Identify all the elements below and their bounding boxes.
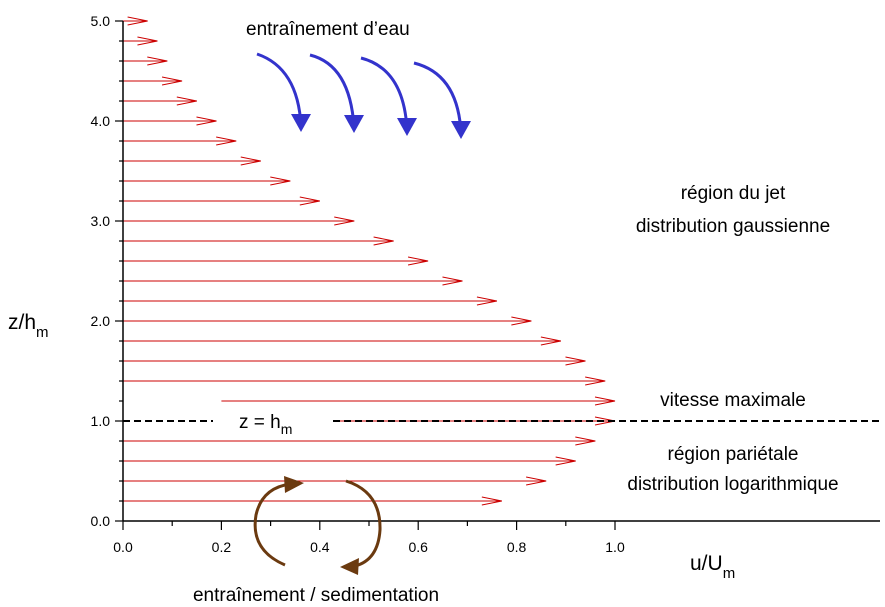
velocity-arrow xyxy=(333,416,616,426)
reference-line-label: z = hm xyxy=(239,412,292,437)
velocity-arrow xyxy=(123,216,355,226)
axes xyxy=(115,20,880,530)
arrow-head xyxy=(147,56,168,66)
arrow-head xyxy=(216,136,237,146)
velocity-arrow xyxy=(123,236,394,246)
velocity-arrow xyxy=(123,136,237,146)
velocity-arrow xyxy=(123,476,547,486)
tick-labels: 0.0 1.0 2.0 3.0 4.0 5.0 0.0 0.2 0.4 0.6 0.8 1.0 xyxy=(91,13,625,555)
x-tick-label: 0.4 xyxy=(310,539,330,555)
velocity-arrow xyxy=(221,396,616,406)
arrow-head xyxy=(476,296,498,306)
annotation-jet-region: région du jet xyxy=(681,183,786,204)
velocity-arrow xyxy=(123,456,576,466)
x-tick-label: 0.0 xyxy=(113,539,133,555)
velocity-arrow xyxy=(123,356,586,366)
velocity-arrows xyxy=(123,16,616,506)
velocity-arrow xyxy=(123,276,463,286)
velocity-arrow xyxy=(123,316,532,326)
arrow-head xyxy=(161,76,183,86)
annotation-max-velocity: vitesse maximale xyxy=(660,390,806,411)
x-tick-label: 0.8 xyxy=(507,539,527,555)
x-tick-label: 0.2 xyxy=(212,539,232,555)
sedimentation-arrowhead-left xyxy=(284,476,304,493)
arrow-head xyxy=(196,116,217,126)
arrow-head xyxy=(594,396,616,406)
x-axis-title: u/Um xyxy=(690,552,735,582)
arrow-head xyxy=(334,216,355,226)
arrow-head xyxy=(137,36,158,46)
sedimentation-circulation xyxy=(253,476,382,575)
arrow-head xyxy=(540,336,561,346)
arrow-head xyxy=(511,316,532,326)
arrow-head xyxy=(526,476,547,486)
arrow-head xyxy=(565,356,586,366)
arrow-head xyxy=(407,256,429,266)
annotation-entrainment-sedimentation: entraînement / sedimentation xyxy=(193,585,439,606)
arrow-head xyxy=(585,376,606,386)
entrainment-arrowhead-2 xyxy=(344,115,364,133)
entrainment-arrowhead-4 xyxy=(451,121,471,139)
annotation-gaussian-distribution: distribution gaussienne xyxy=(636,216,830,237)
velocity-arrow xyxy=(123,56,168,66)
velocity-arrow xyxy=(123,76,183,86)
velocity-arrow xyxy=(123,196,320,206)
entrainment-arrowhead-3 xyxy=(397,118,417,136)
sedimentation-arc-right xyxy=(345,479,382,568)
y-tick-label: 1.0 xyxy=(91,413,111,429)
arrow-head xyxy=(270,176,291,186)
velocity-arrow xyxy=(123,16,148,26)
arrow-head xyxy=(575,436,596,446)
arrow-head xyxy=(240,156,261,166)
x-tick-label: 0.6 xyxy=(408,539,428,555)
arrow-head xyxy=(299,196,320,206)
y-tick-label: 2.0 xyxy=(91,313,111,329)
arrow-head xyxy=(442,276,463,286)
velocity-arrow xyxy=(123,156,261,166)
x-tick-label: 1.0 xyxy=(605,539,625,555)
velocity-arrow xyxy=(123,36,158,46)
entrainment-arrows xyxy=(256,52,471,139)
velocity-arrow xyxy=(123,496,502,506)
arrow-head xyxy=(481,496,502,506)
y-axis-title: z/hm xyxy=(8,311,49,341)
sedimentation-arc-left xyxy=(253,482,291,567)
arrow-head xyxy=(555,456,576,466)
sedimentation-arrowhead-right xyxy=(340,558,359,575)
y-tick-label: 0.0 xyxy=(91,513,111,529)
y-tick-label: 3.0 xyxy=(91,213,111,229)
velocity-arrow xyxy=(123,176,291,186)
entrainment-arrowhead-1 xyxy=(291,114,311,132)
annotation-water-entrainment: entraînement d’eau xyxy=(246,19,410,40)
velocity-arrow xyxy=(123,256,429,266)
annotation-log-distribution: distribution logarithmique xyxy=(627,474,838,495)
velocity-arrow xyxy=(123,296,498,306)
y-tick-label: 5.0 xyxy=(91,13,111,29)
velocity-arrow xyxy=(123,336,561,346)
arrow-head xyxy=(373,236,394,246)
arrow-head xyxy=(176,96,197,106)
velocity-arrow xyxy=(123,376,606,386)
arrow-head xyxy=(127,16,148,26)
velocity-arrow xyxy=(123,436,596,446)
velocity-arrow xyxy=(123,116,217,126)
annotation-wall-region: région pariétale xyxy=(668,444,799,465)
y-tick-label: 4.0 xyxy=(91,113,111,129)
velocity-arrow xyxy=(123,96,197,106)
